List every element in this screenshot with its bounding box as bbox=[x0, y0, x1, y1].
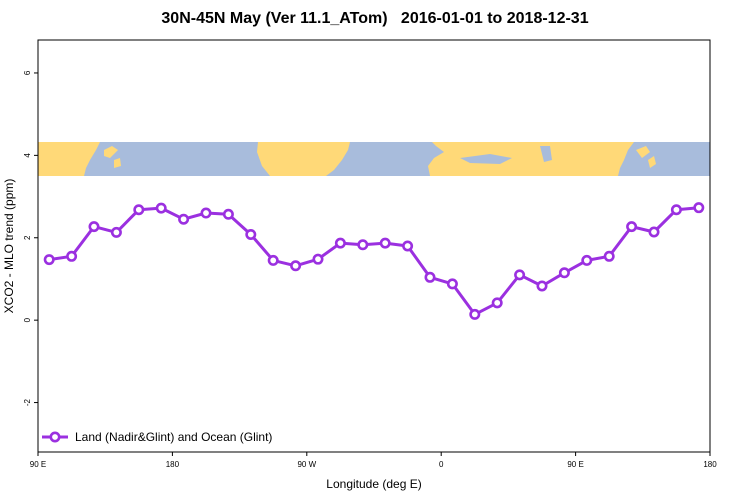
map-inland-seas bbox=[460, 146, 552, 164]
data-point bbox=[290, 260, 302, 272]
data-point bbox=[693, 202, 705, 214]
data-point bbox=[155, 202, 167, 214]
data-point bbox=[648, 226, 660, 238]
data-point bbox=[424, 271, 436, 283]
data-point bbox=[312, 253, 324, 265]
data-point bbox=[603, 250, 615, 262]
chart-title: 30N-45N May (Ver 11.1_ATom) 2016-01-01 t… bbox=[161, 10, 589, 27]
data-point bbox=[357, 239, 369, 251]
data-point bbox=[379, 237, 391, 249]
data-point bbox=[581, 254, 593, 266]
y-tick-label: 0 bbox=[23, 317, 32, 322]
y-axis: -2 0 2 4 6 bbox=[23, 70, 38, 406]
series-line bbox=[48, 206, 699, 316]
data-point bbox=[402, 240, 414, 252]
map-land bbox=[38, 142, 656, 176]
x-tick-label: 90 E bbox=[567, 460, 583, 469]
data-point bbox=[626, 221, 638, 233]
x-tick-label: 180 bbox=[703, 460, 717, 469]
legend: Land (Nadir&Glint) and Ocean (Glint) bbox=[42, 430, 272, 444]
data-point bbox=[133, 204, 145, 216]
y-tick-label: 2 bbox=[23, 235, 32, 240]
data-point bbox=[245, 228, 257, 240]
data-point bbox=[558, 267, 570, 279]
data-point bbox=[514, 269, 526, 281]
data-point bbox=[110, 226, 122, 238]
data-point bbox=[491, 297, 503, 309]
y-tick-label: 4 bbox=[23, 153, 32, 158]
data-point bbox=[267, 254, 279, 266]
y-tick-label: -2 bbox=[23, 398, 32, 406]
data-point bbox=[66, 250, 78, 262]
data-point bbox=[536, 280, 548, 292]
data-point bbox=[334, 237, 346, 249]
x-tick-label: 90 E bbox=[30, 460, 46, 469]
x-axis-label: Longitude (deg E) bbox=[326, 477, 421, 491]
data-point bbox=[178, 213, 190, 225]
world-map-band bbox=[38, 142, 710, 176]
data-point bbox=[469, 308, 481, 320]
data-point bbox=[200, 207, 212, 219]
y-tick-label: 6 bbox=[23, 70, 32, 75]
data-point bbox=[670, 204, 682, 216]
legend-label: Land (Nadir&Glint) and Ocean (Glint) bbox=[75, 430, 272, 444]
legend-swatch-marker bbox=[49, 431, 61, 443]
y-axis-label: XCO2 - MLO trend (ppm) bbox=[2, 179, 16, 314]
x-tick-label: 180 bbox=[166, 460, 180, 469]
plot-frame bbox=[37, 39, 711, 453]
series-layer bbox=[43, 202, 705, 320]
data-point bbox=[222, 208, 234, 220]
x-axis: 90 E 180 90 W 0 90 E 180 bbox=[30, 452, 717, 469]
x-tick-label: 0 bbox=[439, 460, 444, 469]
data-point bbox=[43, 254, 55, 266]
data-point bbox=[446, 278, 458, 290]
data-point bbox=[88, 221, 100, 233]
x-tick-label: 90 W bbox=[297, 460, 316, 469]
